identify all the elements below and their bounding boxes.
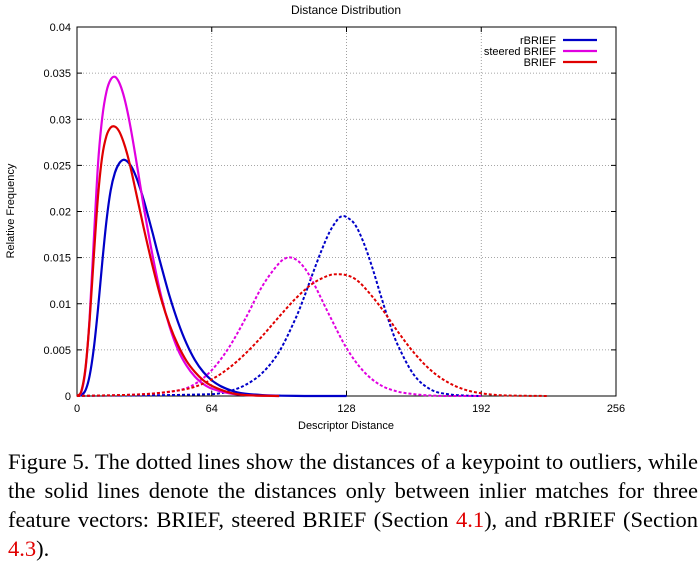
series-lines: [76, 75, 549, 398]
y-tick-label: 0.04: [50, 22, 71, 34]
y-tick-label: 0.025: [43, 160, 71, 172]
chart-title: Distance Distribution: [291, 3, 401, 17]
series-line-steered-brief: [76, 75, 280, 398]
series-line-brief-outliers: [76, 273, 549, 397]
figure-caption: Figure 5. The dotted lines show the dist…: [8, 447, 698, 563]
x-tick-label: 192: [472, 403, 490, 415]
series-line-brief: [76, 125, 280, 398]
legend-label: steered BRIEF: [484, 46, 556, 58]
series-line-steered-brief-outliers: [76, 256, 482, 398]
axis-ticks: 0 0.005 0.01 0.015 0.02 0.025 0.03 0.035 0.04 0 64…: [43, 22, 625, 415]
grid-lines: [77, 27, 616, 396]
section-link-4-1[interactable]: 4.1: [455, 507, 485, 532]
y-tick-label: 0.01: [50, 299, 71, 311]
x-tick-label: 128: [337, 403, 355, 415]
series-line-rbrief-outliers: [76, 214, 482, 397]
distance-distribution-chart: Distance Distribution 0 0.005 0.01 0.015 0.0…: [5, 3, 625, 432]
y-tick-label: 0.005: [43, 345, 71, 357]
y-tick-label: 0.02: [50, 207, 71, 219]
section-link-4-3[interactable]: 4.3: [8, 536, 37, 561]
caption-text: Figure 5. The dotted lines show the dist…: [8, 449, 698, 532]
plot-frame: [76, 26, 617, 397]
legend-label: BRIEF: [524, 57, 557, 69]
y-axis-label: Relative Frequency: [5, 163, 17, 258]
y-tick-label: 0.035: [43, 68, 71, 80]
legend-label: rBRIEF: [520, 35, 556, 47]
x-axis-label: Descriptor Distance: [298, 420, 394, 432]
caption-text-end: ).: [36, 536, 50, 561]
x-tick-label: 0: [74, 403, 80, 415]
y-tick-label: 0.03: [50, 114, 71, 126]
y-tick-label: 0: [65, 391, 71, 403]
series-line-rbrief: [76, 158, 347, 398]
caption-text-middle: ), and rBRIEF (Section: [484, 507, 699, 532]
x-tick-label: 64: [206, 403, 218, 415]
y-tick-label: 0.015: [43, 253, 71, 265]
x-tick-label: 256: [607, 403, 625, 415]
